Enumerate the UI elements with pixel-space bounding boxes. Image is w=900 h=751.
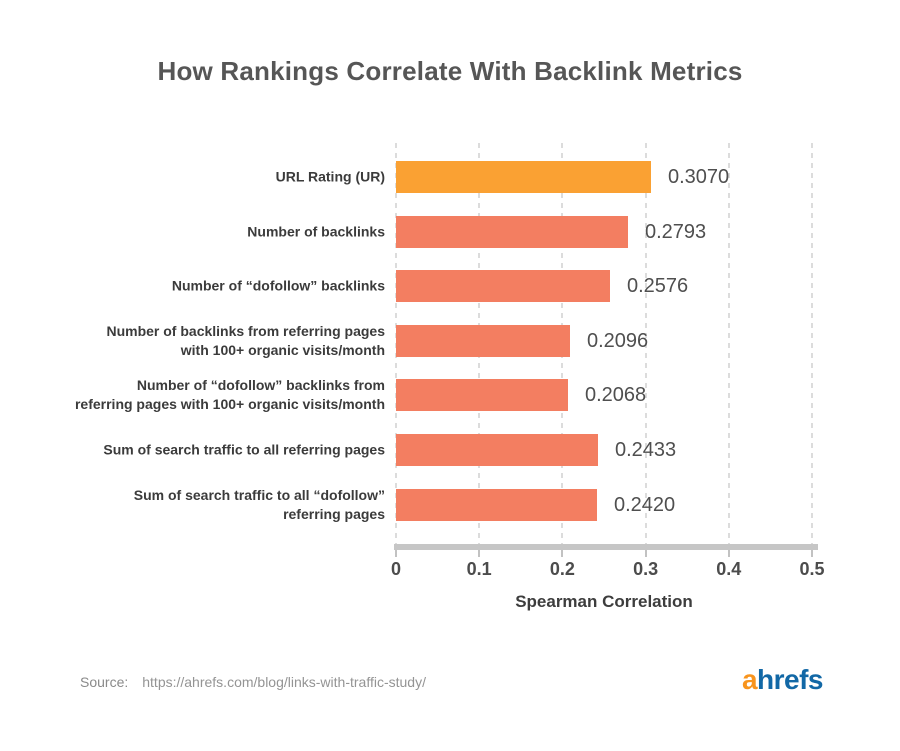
source-attribution: Source: https://ahrefs.com/blog/links-wit… — [80, 674, 426, 690]
axis-tick-mark — [478, 550, 481, 557]
category-label: Number of backlinks — [60, 223, 385, 242]
axis-tick-label: 0.2 — [549, 559, 575, 579]
bar — [396, 325, 570, 357]
value-label: 0.2420 — [614, 494, 676, 516]
category-label-line: Number of “dofollow” backlinks — [171, 277, 385, 294]
value-label: 0.3070 — [668, 166, 730, 188]
bar — [396, 434, 598, 466]
source-label: Source: — [80, 674, 129, 690]
category-label-line: URL Rating (UR) — [275, 168, 385, 185]
x-axis-title: Spearman Correlation — [515, 592, 693, 611]
value-label: 0.2793 — [645, 221, 707, 243]
axis-tick-mark — [395, 550, 397, 557]
axis-tick-label: 0.3 — [633, 559, 659, 579]
bar — [396, 489, 597, 521]
gridline — [811, 143, 813, 544]
value-label: 0.2068 — [585, 384, 647, 406]
axis-tick-label: 0.4 — [716, 559, 742, 579]
gridline — [644, 143, 647, 544]
category-label: URL Rating (UR) — [60, 168, 385, 187]
category-label-line: referring pages — [283, 506, 385, 522]
bar — [396, 270, 610, 302]
logo-hrefs: hrefs — [757, 664, 823, 695]
category-label-line: with 100+ organic visits/month — [180, 342, 385, 358]
axis-tick-mark — [561, 550, 564, 557]
value-label: 0.2433 — [615, 439, 677, 461]
category-label: Sum of search traffic to all “dofollow” r… — [60, 486, 385, 524]
bar — [396, 161, 651, 193]
axis-tick-mark — [644, 550, 647, 557]
axis-tick-label: 0.5 — [799, 559, 825, 579]
category-label-line: Sum of search traffic to all “dofollow” — [133, 487, 385, 503]
x-axis-line — [394, 544, 818, 550]
axis-tick-label: 0 — [390, 559, 401, 579]
axis-tick-mark — [811, 550, 813, 557]
category-label-line: referring pages with 100+ organic visits… — [74, 396, 385, 412]
axis-tick-mark — [727, 550, 730, 557]
category-label-line: Sum of search traffic to all referring p… — [103, 441, 385, 458]
category-label-line: Number of backlinks from referring pages — [106, 323, 385, 339]
category-label-line: Number of “dofollow” backlinks from — [136, 377, 385, 393]
bar — [396, 379, 568, 411]
source-url: https://ahrefs.com/blog/links-with-traff… — [142, 674, 426, 690]
category-label: Sum of search traffic to all referring p… — [60, 441, 385, 460]
category-label: Number of “dofollow” backlinks from refer… — [60, 376, 385, 414]
category-label: Number of “dofollow” backlinks — [60, 277, 385, 296]
chart-title: How Rankings Correlate With Backlink Met… — [157, 56, 743, 86]
bar — [396, 216, 628, 248]
gridline — [727, 143, 730, 544]
logo-letter-a: a — [741, 664, 758, 695]
value-label: 0.2096 — [587, 330, 649, 352]
category-label-line: Number of backlinks — [247, 223, 385, 240]
category-label: Number of backlinks from referring pages… — [60, 322, 385, 360]
ahrefs-logo: ahrefs — [741, 664, 824, 696]
value-label: 0.2576 — [627, 275, 689, 297]
axis-tick-label: 0.1 — [466, 559, 492, 579]
